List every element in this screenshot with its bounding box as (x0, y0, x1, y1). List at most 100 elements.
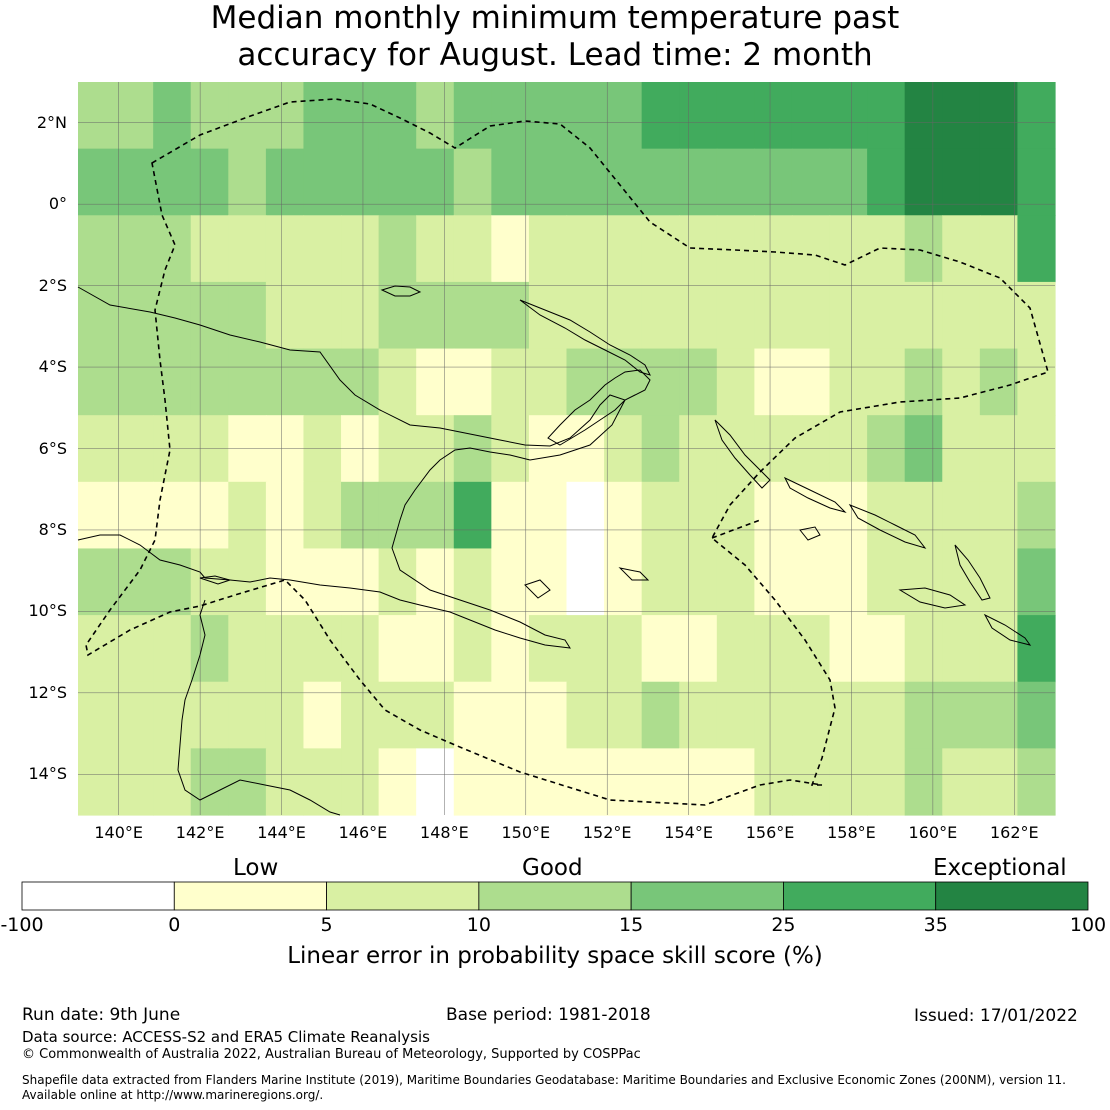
title-line-2: accuracy for August. Lead time: 2 month (237, 37, 873, 73)
skill-cell (904, 148, 943, 216)
colorbar-tick-label: 5 (320, 914, 333, 936)
skill-cell (641, 615, 680, 683)
skill-cell (942, 281, 981, 350)
skill-cell (303, 215, 342, 283)
skill-cell (416, 481, 455, 550)
skill-cell (1017, 215, 1056, 283)
skill-cell (453, 82, 492, 150)
skill-cell (829, 415, 868, 483)
skill-cell (679, 281, 718, 350)
skill-cell (115, 481, 154, 550)
skill-cell (942, 748, 981, 816)
skill-cell (491, 215, 530, 283)
skill-cell (265, 748, 305, 816)
skill-cell (528, 82, 568, 150)
skill-cell (115, 415, 154, 483)
skill-cell (341, 348, 380, 416)
skill-cell (115, 215, 154, 283)
solomon-choiseul-coast (783, 476, 847, 513)
chart-title: Median monthly minimum temperature past … (0, 0, 1110, 74)
data-source: Data source: ACCESS-S2 and ERA5 Climate … (22, 1028, 430, 1046)
skill-cell (641, 415, 680, 483)
skill-cell (754, 82, 793, 150)
colorbar-bin (630, 881, 784, 911)
latitude-tick-label: 0° (48, 194, 67, 214)
skill-cell (904, 481, 943, 550)
skill-cell (378, 82, 417, 150)
skill-cell (1017, 748, 1056, 816)
skill-cell (679, 415, 718, 483)
skill-cell (416, 348, 455, 416)
colorbar-bin (21, 881, 175, 911)
latitude-tick-label: 12°S (28, 682, 67, 702)
skill-cell (453, 281, 492, 350)
solomon-malaita-coast (954, 544, 991, 601)
skill-cell (867, 281, 906, 350)
latitude-tick-label: 6°S (38, 438, 67, 458)
skill-cell (416, 148, 455, 216)
skill-cell (904, 348, 943, 416)
colorbar-category-good: Good (522, 855, 583, 881)
colorbar-tick-label: 0 (168, 914, 181, 936)
skill-cell (566, 548, 605, 616)
skill-cell (641, 82, 680, 150)
solomon-makira-coast (983, 613, 1032, 646)
skill-cell (378, 615, 417, 683)
skill-cell (754, 615, 793, 683)
longitude-tick-label: 162°E (989, 823, 1039, 842)
skill-cell (716, 348, 755, 416)
colorbar-bin (935, 881, 1089, 911)
skill-cell (679, 82, 718, 150)
skill-cell (641, 348, 680, 416)
skill-cell (1017, 82, 1056, 150)
skill-cell (867, 748, 906, 816)
skill-cell (716, 215, 755, 283)
skill-cell (491, 415, 530, 483)
bougainville-coast (714, 419, 771, 489)
skill-cell (979, 348, 1019, 416)
skill-cell (115, 748, 154, 816)
skill-cell (453, 748, 492, 816)
skill-cell (1017, 615, 1056, 683)
skill-cell (528, 148, 568, 216)
skill-cell (754, 481, 793, 550)
skill-cell (265, 481, 305, 550)
eez-boundaries (85, 98, 1049, 806)
skill-cell (341, 215, 380, 283)
colorbar-bin (326, 881, 480, 911)
skill-cell (528, 615, 568, 683)
dentrecasteaux-coast (524, 579, 551, 599)
skill-cell (716, 548, 755, 616)
skill-cell (716, 415, 755, 483)
skill-cell (904, 548, 943, 616)
skill-cell (1017, 415, 1056, 483)
skill-cell (528, 481, 568, 550)
skill-cell (416, 615, 455, 683)
manus-coast (380, 285, 422, 297)
skill-cell (754, 348, 793, 416)
skill-cell (566, 82, 605, 150)
solomon-guadalcanal-coast (898, 587, 967, 609)
skill-cell (604, 281, 643, 350)
skill-cell (190, 215, 229, 283)
skill-cell (829, 481, 868, 550)
skill-cell (190, 281, 229, 350)
skill-cell (341, 148, 380, 216)
skill-cell (942, 615, 981, 683)
map-gridlines (78, 82, 1055, 815)
skill-cell (867, 148, 906, 216)
skill-cell (190, 82, 229, 150)
skill-cell (641, 148, 680, 216)
skill-cell (641, 215, 680, 283)
skill-cell (416, 82, 455, 150)
skill-cell (228, 481, 267, 550)
skill-cell (378, 348, 417, 416)
skill-cell (604, 548, 643, 616)
skill-cell (78, 415, 117, 483)
skill-cell (867, 481, 906, 550)
skill-cell (791, 548, 831, 616)
latitude-tick-label: 14°S (28, 764, 67, 784)
skill-cell (303, 348, 342, 416)
skill-cell (528, 415, 568, 483)
